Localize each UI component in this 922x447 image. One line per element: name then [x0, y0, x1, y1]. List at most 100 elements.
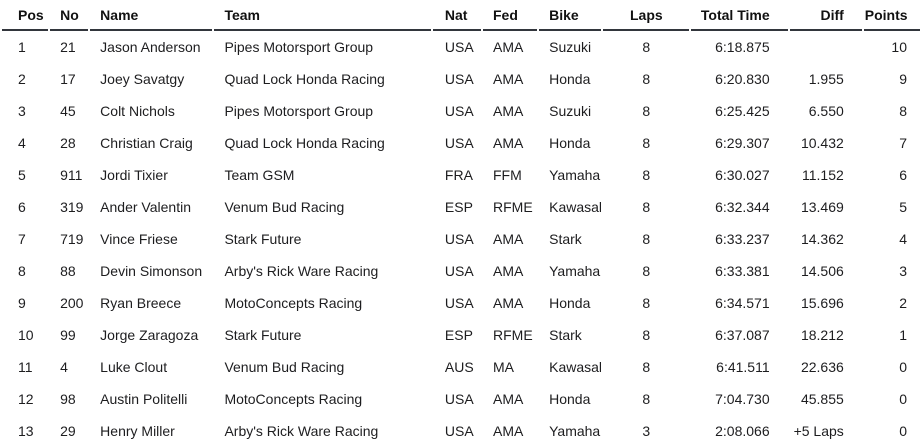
table-header-row: Pos No Name Team Nat Fed Bike Laps Total Time Dif…	[2, 0, 920, 31]
cell-name: Ander Valentin	[100, 199, 191, 215]
cell-points: 0	[899, 359, 907, 375]
table-row: 11 4 Luke Clout Venum Bud Racing AUS MA Kawasa…	[2, 351, 920, 383]
table-row: 10 99 Jorge Zaragoza Stark Future ESP RFME Sta…	[2, 319, 920, 351]
cell-diff: 22.636	[800, 359, 844, 375]
cell-nat: AUS	[444, 359, 474, 375]
cell-bike: Honda	[549, 295, 591, 311]
cell-points: 3	[899, 263, 907, 279]
cell-fed: AMA	[493, 263, 524, 279]
cell-diff: 11.152	[802, 167, 844, 183]
cell-no: 28	[60, 135, 76, 151]
cell-nat: USA	[444, 231, 474, 247]
cell-total-time: 6:25.425	[715, 103, 770, 119]
column-header-pos: Pos	[2, 0, 49, 31]
column-header-points: Points	[863, 0, 920, 31]
cell-name: Ryan Breece	[100, 295, 182, 311]
table-row: 5 911 Jordi Tixier Team GSM FRA FFM Yamaha 8 6:3…	[2, 159, 920, 191]
cell-diff: 1.955	[808, 71, 844, 87]
cell-team: Quad Lock Honda Racing	[224, 71, 385, 87]
cell-total-time: 6:30.027	[715, 167, 770, 183]
cell-fed: MA	[493, 359, 514, 375]
cell-laps: 8	[642, 71, 651, 87]
table-row: 13 29 Henry Miller Arby's Rick Ware Racing U…	[2, 415, 920, 447]
cell-pos: 6	[18, 199, 26, 215]
table-row: 1 21 Jason Anderson Pipes Motorsport Group U…	[2, 31, 920, 63]
cell-name: Austin Politelli	[100, 391, 188, 407]
cell-no: 29	[60, 423, 76, 439]
cell-fed: AMA	[493, 391, 524, 407]
cell-nat: USA	[444, 103, 474, 119]
cell-name: Christian Craig	[100, 135, 193, 151]
cell-total-time: 6:34.571	[715, 295, 770, 311]
column-header-team: Team	[214, 0, 431, 31]
cell-points: 2	[899, 295, 907, 311]
cell-laps: 8	[642, 39, 651, 55]
cell-nat: USA	[444, 295, 474, 311]
cell-total-time: 6:18.875	[715, 39, 770, 55]
cell-no: 88	[60, 263, 76, 279]
cell-laps: 8	[642, 103, 651, 119]
table-row: 12 98 Austin Politelli MotoConcepts Racing U…	[2, 383, 920, 415]
cell-team: MotoConcepts Racing	[224, 391, 363, 407]
cell-laps: 8	[642, 135, 651, 151]
cell-fed: AMA	[493, 71, 524, 87]
cell-pos: 13	[18, 423, 34, 439]
cell-no: 200	[60, 295, 84, 311]
cell-points: 1	[899, 327, 907, 343]
cell-no: 319	[60, 199, 84, 215]
column-header-fed: Fed	[483, 0, 538, 31]
cell-nat: FRA	[444, 167, 473, 183]
table-row: 3 45 Colt Nichols Pipes Motorsport Group USA…	[2, 95, 920, 127]
cell-points: 5	[899, 199, 907, 215]
cell-points: 9	[899, 71, 907, 87]
cell-laps: 8	[642, 295, 651, 311]
cell-pos: 10	[18, 327, 34, 343]
column-header-no: No	[50, 0, 89, 31]
cell-team: Quad Lock Honda Racing	[224, 135, 385, 151]
cell-pos: 7	[18, 231, 26, 247]
cell-pos: 4	[18, 135, 26, 151]
cell-points: 4	[899, 231, 907, 247]
cell-bike: Honda	[549, 391, 591, 407]
column-header-laps: Laps	[603, 0, 690, 31]
cell-bike: Suzuki	[549, 103, 592, 119]
cell-total-time: 6:41.511	[716, 359, 770, 375]
cell-team: Team GSM	[224, 167, 295, 183]
cell-total-time: 2:08.066	[715, 423, 770, 439]
cell-points: 8	[899, 103, 907, 119]
table-row: 8 88 Devin Simonson Arby's Rick Ware Racing…	[2, 255, 920, 287]
cell-team: Stark Future	[224, 231, 302, 247]
cell-no: 99	[60, 327, 76, 343]
cell-points: 7	[899, 135, 907, 151]
table-row: 9 200 Ryan Breece MotoConcepts Racing USA AMA…	[2, 287, 920, 319]
cell-laps: 3	[642, 423, 651, 439]
cell-bike: Suzuki	[549, 39, 592, 55]
cell-laps: 8	[642, 359, 651, 375]
cell-fed: RFME	[493, 327, 533, 343]
cell-nat: USA	[444, 39, 474, 55]
cell-pos: 5	[18, 167, 26, 183]
cell-nat: USA	[444, 135, 474, 151]
cell-team: Pipes Motorsport Group	[224, 103, 374, 119]
cell-no: 21	[60, 39, 76, 55]
cell-diff: 14.506	[800, 263, 844, 279]
cell-fed: AMA	[493, 423, 524, 439]
cell-name: Devin Simonson	[100, 263, 203, 279]
results-table-body: 1 21 Jason Anderson Pipes Motorsport Group U…	[2, 31, 920, 447]
cell-pos: 11	[18, 359, 33, 375]
cell-laps: 8	[642, 199, 651, 215]
cell-laps: 8	[642, 231, 651, 247]
table-row: 7 719 Vince Friese Stark Future USA AMA Stark 8…	[2, 223, 920, 255]
cell-name: Luke Clout	[100, 359, 168, 375]
cell-bike: Kawasaki	[549, 359, 601, 375]
cell-bike: Stark	[549, 231, 582, 247]
cell-pos: 9	[18, 295, 26, 311]
cell-no: 719	[60, 231, 84, 247]
cell-team: Venum Bud Racing	[224, 199, 345, 215]
cell-diff: 15.696	[800, 295, 844, 311]
cell-team: MotoConcepts Racing	[224, 295, 363, 311]
cell-diff	[790, 31, 862, 63]
cell-fed: AMA	[493, 135, 524, 151]
table-row: 2 17 Joey Savatgy Quad Lock Honda Racing USA…	[2, 63, 920, 95]
